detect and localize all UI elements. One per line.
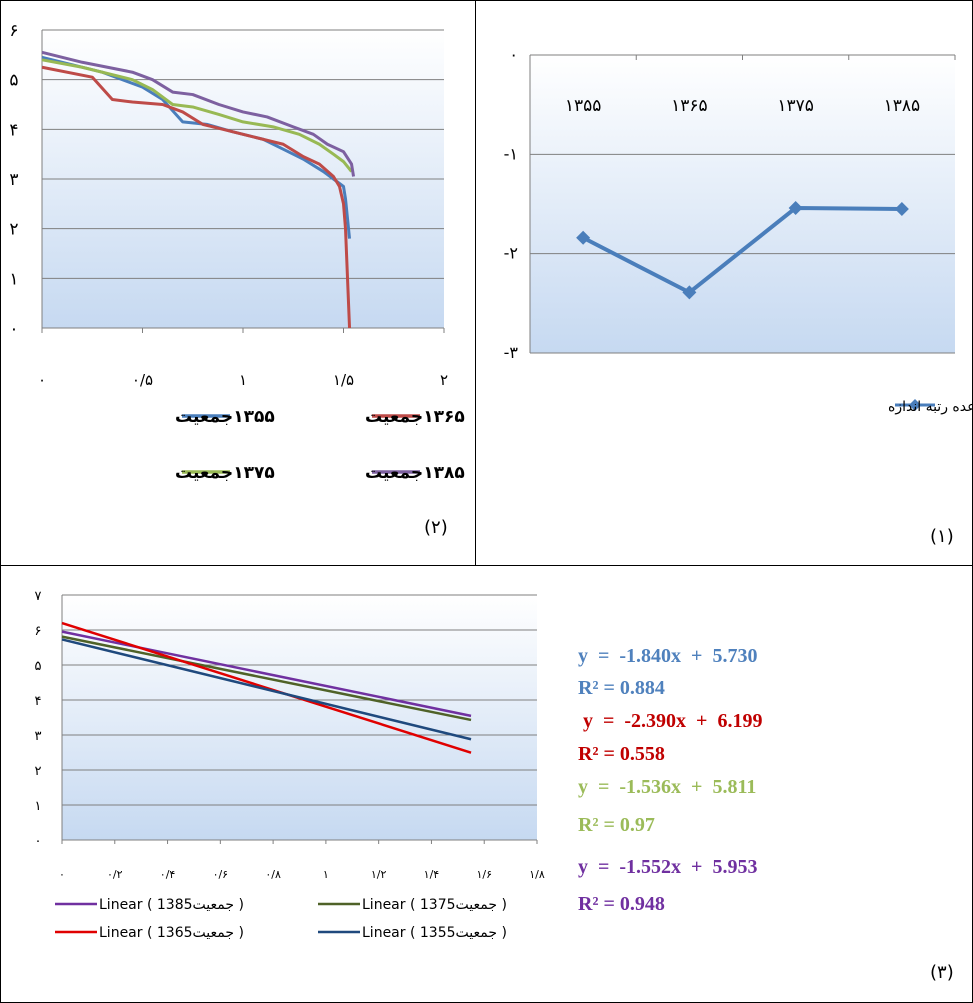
chart3-xtick-label: ۰/۶ [213, 868, 229, 881]
chart3-legend-label: Linear ( 1375جمعیت ) [362, 897, 507, 913]
regression-equations: y = -1.840x + 5.730 R² = 0.884 y = -2.39… [578, 645, 762, 915]
r2-1: R² = 0.884 [578, 677, 665, 699]
chart2-group: ۰ ۱ ۲ ۳ ۴ ۵ ۶ ۰ ۰/۵ ۱ ۱/۵ ۲ ۱۳۵۵جمعیت ۱۳۶۵جمعیت ۱۳۷۵… [9, 21, 464, 483]
chart1-data-point [788, 200, 803, 215]
chart1-ytick-label: -۲ [504, 244, 518, 263]
chart1-plot-area [530, 55, 955, 353]
equation-4: y = -1.552x + 5.953 [578, 856, 757, 878]
chart2-xtick-label: ۱/۵ [333, 371, 354, 389]
chart2-xtick-label: ۱ [239, 371, 247, 389]
chart1-data-point [894, 201, 909, 216]
chart1-ytick-label: -۳ [504, 343, 519, 362]
chart1-data-point [682, 285, 697, 300]
chart3-plot-area [62, 595, 537, 840]
chart2-ytick-label: ۰ [9, 319, 18, 339]
chart3-ytick-label: ۷ [35, 589, 42, 604]
chart3-xtick-label: ۰/۸ [265, 868, 281, 881]
chart2-ytick-label: ۵ [9, 71, 18, 91]
chart1-ytick-label: ۰ [509, 45, 518, 64]
chart2-series-line [41, 50, 356, 177]
chart3-xtick-label: ۰/۴ [160, 868, 176, 881]
r2-4: R² = 0.948 [578, 893, 665, 915]
chart2-ytick-label: ۲ [9, 220, 18, 240]
chart3-legend-label: Linear ( 1355جمعیت ) [362, 925, 507, 941]
chart3-ytick-label: ۰ [35, 834, 42, 849]
chart2-legend-label: ۱۳۷۵جمعیت [175, 463, 275, 483]
chart1-group: ۰ -۱ -۲ -۳ ۱۳۵۵ ۱۳۶۵ ۱۳۷۵ ۱۳۸۵ ضریب b در قاعده… [504, 45, 973, 415]
chart1-category-label: ۱۳۸۵ [884, 96, 921, 116]
chart1-category-label: ۱۳۵۵ [565, 96, 602, 116]
panel-label-2: (۲) [424, 517, 448, 538]
chart2-ytick-label: ۴ [9, 120, 18, 140]
chart3-group: ۰ ۱ ۲ ۳ ۴ ۵ ۶ ۷ ۰ ۰/۲ ۰/۴ ۰/۶ ۰/۸ ۱ ۱/۲ ۱/۴ ۱/۶ ۱/۸ Line… [35, 589, 545, 941]
chart1-legend-marker [909, 399, 921, 411]
chart2-xtick-label: ۰ [38, 371, 46, 389]
chart2-legend-label: ۱۳۵۵جمعیت [175, 407, 275, 427]
chart3-legend-label: Linear ( 1365جمعیت ) [99, 925, 244, 941]
chart2-ytick-label: ۳ [9, 170, 18, 190]
chart3-xtick-label: ۱/۶ [476, 868, 492, 881]
chart1-category-label: ۱۳۶۵ [671, 96, 708, 116]
chart1-data-point [576, 230, 591, 245]
chart2-legend-label: ۱۳۸۵جمعیت [365, 463, 465, 483]
chart3-ytick-label: ۶ [35, 624, 42, 639]
panel-label-1: (۱) [930, 526, 954, 547]
chart3-xtick-label: ۱ [323, 868, 329, 881]
chart2-xtick-label: ۰/۵ [132, 371, 153, 389]
chart1-category-label: ۱۳۷۵ [777, 96, 814, 116]
chart3-xtick-label: ۰/۲ [107, 868, 123, 881]
chart3-trendline [61, 638, 472, 741]
equation-1: y = -1.840x + 5.730 [578, 645, 757, 667]
chart3-ytick-label: ۲ [35, 764, 42, 779]
chart1-ytick-label: -۱ [504, 144, 518, 163]
r2-2: R² = 0.558 [578, 743, 665, 765]
equation-2: y = -2.390x + 6.199 [578, 710, 762, 732]
chart3-trendline [61, 635, 472, 722]
r2-3: R² = 0.97 [578, 814, 655, 836]
panel-label-3: (۳) [930, 962, 954, 983]
chart3-xtick-label: ۱/۴ [424, 868, 440, 881]
chart2-series-line [41, 65, 352, 329]
chart3-xtick-label: ۱/۸ [529, 868, 545, 881]
chart2-ytick-label: ۶ [9, 21, 18, 41]
chart2-legend-label: ۱۳۶۵جمعیت [365, 407, 465, 427]
chart2-series-line [41, 58, 353, 173]
chart3-ytick-label: ۴ [35, 694, 42, 709]
chart3-ytick-label: ۱ [35, 799, 42, 814]
chart2-xtick-label: ۲ [440, 371, 448, 389]
chart3-trendline [61, 621, 472, 754]
chart3-ytick-label: ۵ [35, 659, 42, 674]
chart3-xtick-label: ۰ [59, 868, 65, 881]
chart3-ytick-label: ۳ [35, 729, 42, 744]
chart1-series-line [582, 205, 902, 295]
chart3-xtick-label: ۱/۲ [371, 868, 387, 881]
chart3-legend-label: Linear ( 1385جمعیت ) [99, 897, 244, 913]
equation-3: y = -1.536x + 5.811 [578, 776, 756, 798]
chart1-legend-label: ضریب b در قاعده رتبه اندازه [888, 399, 973, 415]
chart2-ytick-label: ۱ [9, 269, 18, 289]
